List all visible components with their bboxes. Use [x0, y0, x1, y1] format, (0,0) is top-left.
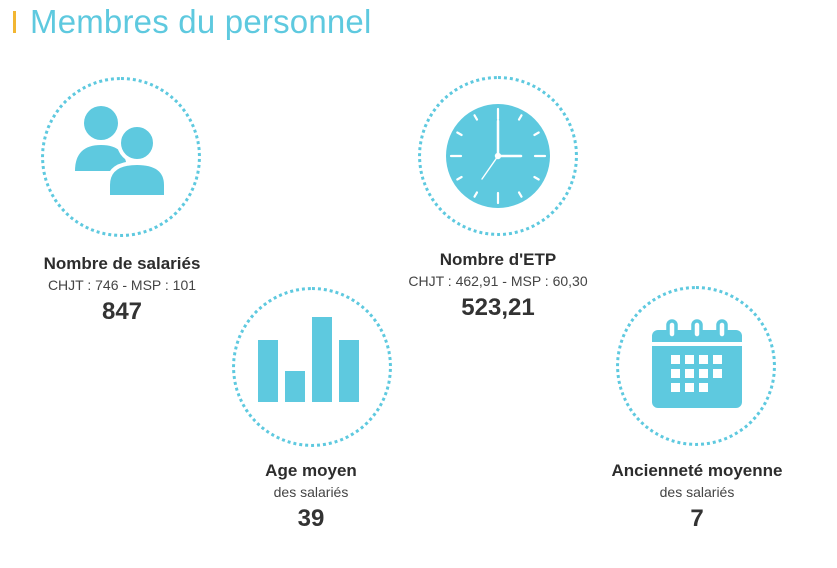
stat-detail: CHJT : 462,91 - MSP : 60,30 [408, 273, 588, 289]
stat-value: 523,21 [461, 294, 535, 321]
page-title: Membres du personnel [30, 3, 372, 40]
stat-average-seniority: Ancienneté moyenne des salariés 7 [567, 461, 827, 533]
stat-detail: des salariés [659, 484, 735, 500]
people-icon [75, 106, 168, 199]
calendar-circle [616, 286, 776, 446]
title-accent-bar [13, 11, 16, 33]
stat-average-age: Age moyen des salariés 39 [181, 461, 441, 533]
stat-value: 847 [101, 298, 143, 325]
stat-label: Age moyen [265, 461, 357, 480]
stat-value: 39 [297, 505, 325, 532]
stat-label: Nombre de salariés [43, 254, 201, 273]
stat-detail: des salariés [273, 484, 349, 500]
clock-circle [418, 76, 578, 236]
stat-label: Nombre d'ETP [439, 250, 557, 269]
stat-label: Ancienneté moyenne [611, 461, 783, 480]
stat-value: 7 [690, 505, 704, 532]
page-header: Membres du personnel [13, 2, 372, 42]
stat-detail: CHJT : 746 - MSP : 101 [47, 277, 197, 293]
calendar-icon [652, 319, 742, 408]
bar-chart-icon [258, 317, 359, 402]
bar-chart-circle [232, 287, 392, 447]
stat-employees: Nombre de salariés CHJT : 746 - MSP : 10… [0, 254, 252, 326]
clock-icon [446, 104, 550, 208]
people-circle [41, 77, 201, 237]
stat-etp: Nombre d'ETP CHJT : 462,91 - MSP : 60,30… [368, 250, 628, 322]
